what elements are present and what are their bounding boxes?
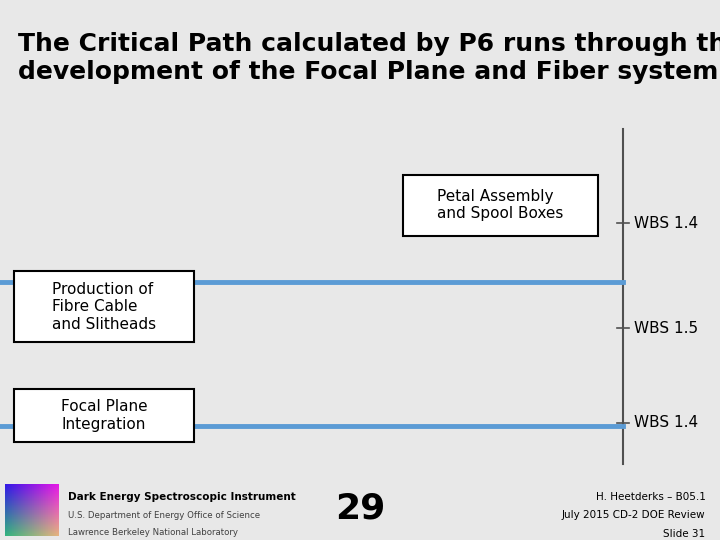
FancyBboxPatch shape [14, 389, 194, 442]
Text: Petal Assembly
and Spool Boxes: Petal Assembly and Spool Boxes [437, 189, 564, 221]
Text: Dark Energy Spectroscopic Instrument: Dark Energy Spectroscopic Instrument [68, 491, 296, 502]
Text: U.S. Department of Energy Office of Science: U.S. Department of Energy Office of Scie… [68, 511, 261, 521]
Text: Slide 31: Slide 31 [663, 529, 706, 539]
Text: WBS 1.4: WBS 1.4 [634, 415, 698, 430]
Text: WBS 1.4: WBS 1.4 [634, 215, 698, 231]
FancyBboxPatch shape [403, 175, 598, 235]
FancyBboxPatch shape [14, 271, 194, 342]
Text: H. Heetderks – B05.1: H. Heetderks – B05.1 [595, 491, 706, 502]
Text: WBS 1.5: WBS 1.5 [634, 321, 698, 336]
Text: Production of
Fibre Cable
and Slitheads: Production of Fibre Cable and Slitheads [53, 282, 156, 332]
Text: Focal Plane
Integration: Focal Plane Integration [61, 400, 148, 432]
Text: July 2015 CD-2 DOE Review: July 2015 CD-2 DOE Review [562, 510, 706, 520]
Text: Lawrence Berkeley National Laboratory: Lawrence Berkeley National Laboratory [68, 528, 238, 537]
Text: 29: 29 [335, 492, 385, 526]
Text: The Critical Path calculated by P6 runs through the
development of the Focal Pla: The Critical Path calculated by P6 runs … [18, 32, 720, 84]
